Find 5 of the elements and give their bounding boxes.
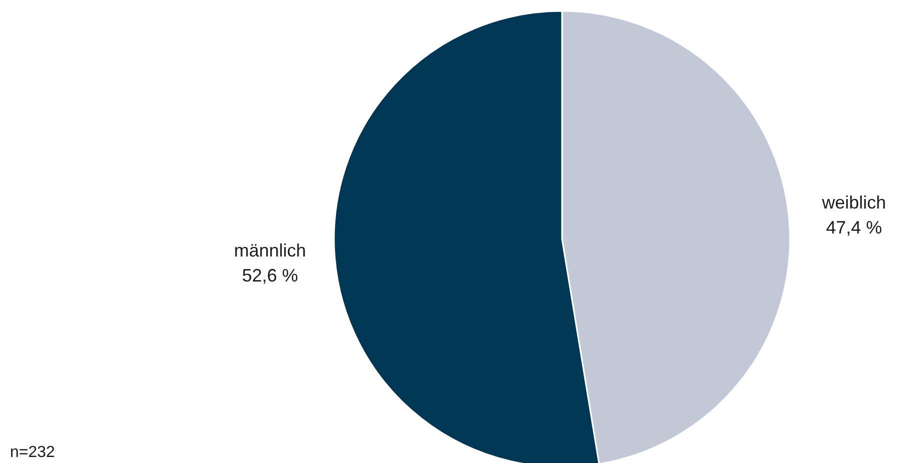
data-label: 47,4 % [826, 218, 882, 238]
slice-label: männlich [234, 240, 306, 260]
data-label: 52,6 % [242, 265, 298, 286]
text: n=232 [10, 444, 56, 461]
slice-label: weiblich [821, 192, 886, 213]
